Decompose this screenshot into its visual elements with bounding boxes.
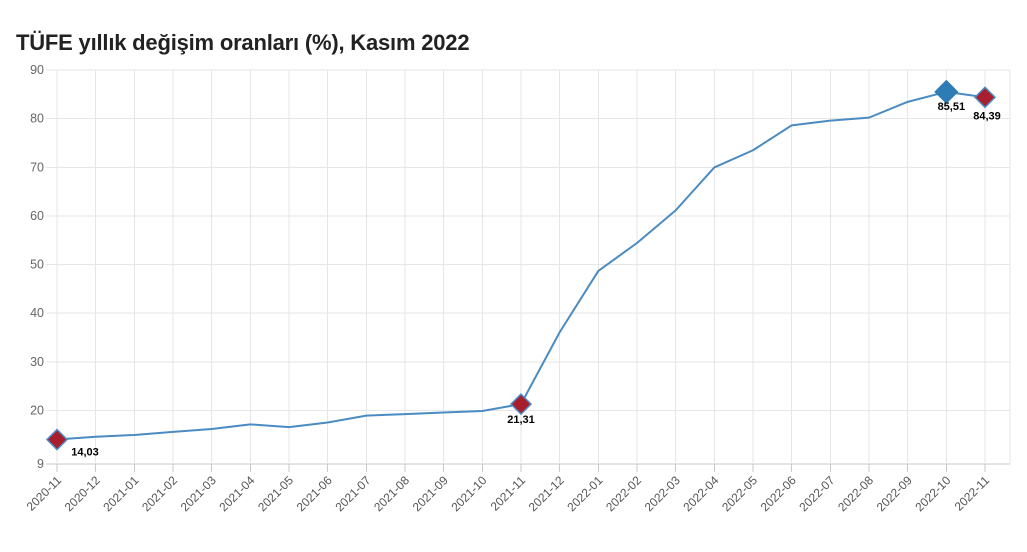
x-axis-label: 2021-11	[488, 473, 529, 514]
gridlines	[46, 69, 1011, 472]
x-axis-label: 2021-06	[294, 473, 335, 514]
x-axis-label: 2021-03	[178, 473, 219, 514]
data-point-marker-2021-11[interactable]	[509, 393, 533, 416]
y-axis-label: 60	[30, 209, 44, 223]
data-point-marker-2022-10[interactable]	[934, 79, 959, 104]
y-axis-label: 30	[30, 355, 44, 369]
y-axis-label: 50	[30, 258, 44, 272]
x-axis-label: 2021-08	[371, 473, 412, 514]
x-axis-label: 2022-11	[952, 473, 993, 514]
x-axis-label: 2022-08	[835, 473, 876, 514]
x-axis-label: 2021-04	[216, 473, 257, 514]
x-axis-label: 2021-10	[448, 473, 489, 514]
x-axis-label: 2021-02	[139, 473, 180, 514]
x-axis-label: 2021-01	[100, 473, 141, 514]
marked-points: 14,03 21,31 85,51 84,39	[45, 79, 1001, 459]
data-point-marker-2020-11[interactable]	[45, 428, 69, 451]
x-axis-label: 2022-10	[912, 473, 953, 514]
data-point-label-2022-10: 85,51	[938, 101, 966, 113]
y-axis-label: 80	[30, 112, 44, 126]
data-point-label-2020-11: 14,03	[71, 447, 99, 459]
y-axis-label: 40	[30, 306, 44, 320]
x-axis-label: 2022-05	[719, 473, 760, 514]
x-axis-label: 2022-04	[680, 473, 721, 514]
x-axis-label: 2022-01	[564, 473, 605, 514]
data-point-label-2021-11: 21,31	[507, 414, 535, 426]
y-axis-label: 70	[30, 160, 44, 174]
x-axis-label: 2022-03	[642, 473, 683, 514]
x-axis-label: 2020-11	[24, 473, 65, 514]
data-point-marker-2022-11[interactable]	[973, 86, 997, 109]
x-axis-label: 2022-09	[874, 473, 915, 514]
y-axis-label: 9	[37, 457, 44, 471]
y-axis-labels: 9 20 30 40 50 60 70 80 90	[30, 63, 44, 471]
x-axis-label: 2021-09	[410, 473, 451, 514]
x-axis-label: 2022-07	[796, 473, 837, 514]
x-axis-label: 2020-12	[62, 473, 103, 514]
chart-title: TÜFE yıllık değişim oranları (%), Kasım …	[16, 30, 470, 55]
x-axis-labels: 2020-112020-122021-012021-022021-032021-…	[24, 473, 993, 514]
x-axis-label: 2021-07	[332, 473, 373, 514]
x-axis-label: 2022-02	[603, 473, 644, 514]
x-axis-label: 2022-06	[758, 473, 799, 514]
y-axis-label: 20	[30, 403, 44, 417]
x-axis-label: 2021-12	[526, 473, 567, 514]
data-point-label-2022-11: 84,39	[973, 110, 1001, 122]
x-axis-label: 2021-05	[255, 473, 296, 514]
y-axis-label: 90	[30, 63, 44, 77]
